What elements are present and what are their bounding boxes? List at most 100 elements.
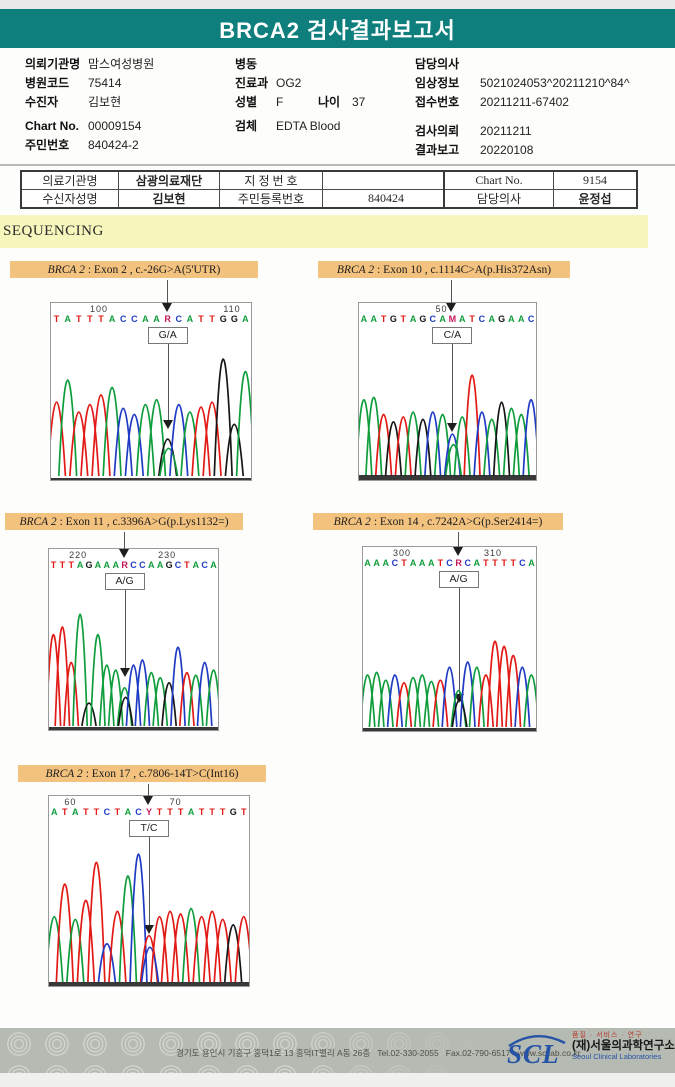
base-letter: C (446, 558, 453, 568)
base-letter: A (409, 558, 417, 568)
field-label: 수진자 (25, 95, 59, 109)
field-row: 결과보고 20220108 (415, 143, 533, 158)
chromatogram-panel-exon14: BRCA 2: Exon 14 , c.7242A>G(p.Ser2414=) … (313, 513, 613, 753)
base-letter: R (164, 314, 171, 324)
field-value: 20220108 (480, 143, 534, 157)
base-letter: R (455, 558, 462, 568)
base-letter: A (360, 314, 368, 324)
base-letter: T (184, 560, 190, 570)
field-label: 병원코드 (25, 76, 70, 90)
base-letter: A (156, 560, 164, 570)
base-letter: A (418, 558, 426, 568)
base-letter: A (364, 558, 371, 568)
label-pointer-arrowhead (452, 547, 463, 556)
lab-tagline: 품질 · 서비스 · 연구 (572, 1032, 643, 1039)
variant-text: : Exon 10 , c.1114C>A(p.His372Asn) (377, 263, 552, 276)
base-letter: A (76, 560, 84, 570)
position-marker: 50 (435, 304, 448, 314)
label-pointer-arrowhead (143, 796, 153, 805)
genotype-call: A/G (438, 571, 479, 588)
base-letter: A (192, 560, 200, 570)
base-letter: T (167, 807, 173, 817)
base-letter: T (177, 807, 184, 817)
base-letter: T (483, 558, 489, 568)
label-pointer-arrowhead (161, 303, 172, 312)
base-letter: G (219, 314, 227, 324)
field-row: 검사의뢰 20211211 (415, 124, 532, 139)
trace-box: A A T G T A G C A M A T C A G A A C 50 C/A (358, 302, 537, 481)
field-value: 75414 (88, 76, 122, 90)
table-cell: 840424 (322, 189, 451, 209)
base-letter: T (156, 807, 163, 817)
table-cell: Chart No. (443, 170, 554, 190)
base-letter: C (119, 314, 127, 324)
field-value: 김보현 (88, 95, 122, 109)
base-letter: A (242, 314, 249, 324)
base-letter: C (527, 314, 535, 324)
scan-top-strip (0, 0, 675, 9)
field-label: 의뢰기관명 (25, 57, 81, 71)
variant-label: BRCA 2: Exon 10 , c.1114C>A(p.His372Asn) (318, 261, 570, 278)
base-letter: Y (145, 807, 152, 817)
base-letter: T (114, 807, 121, 817)
base-letter: C (478, 314, 486, 324)
field-label: 주민번호 (25, 138, 70, 152)
lab-name-english: Seoul Clinical Laboratories (572, 1052, 662, 1062)
base-letter: T (400, 314, 406, 324)
position-marker: 300 (392, 548, 411, 558)
base-letter: G (498, 314, 506, 324)
field-label: 검체 (235, 119, 258, 133)
field-value: F (276, 95, 284, 109)
table-cell: 9154 (553, 170, 638, 190)
base-letter: A (64, 314, 71, 324)
sequencing-section-bar: SEQUENCING (0, 215, 648, 248)
report-title: BRCA2 검사결과보고서 (219, 17, 456, 43)
position-marker: 110 (223, 304, 241, 314)
label-pointer-line (457, 532, 459, 553)
chromatogram-panel-exon10: BRCA 2: Exon 10 , c.1114C>A(p.His372Asn)… (318, 261, 618, 501)
base-letter: A (51, 807, 58, 817)
field-row: 의뢰기관명 맘스여성병원 (25, 57, 154, 72)
field-row: 담당의사 (415, 57, 480, 72)
field-label: 검사의뢰 (415, 124, 460, 138)
field-row: 수진자 김보현 (25, 95, 121, 110)
base-letter: C (391, 558, 399, 568)
table-cell: 의료기관명 (20, 170, 119, 190)
table-cell: 윤정섭 (553, 189, 638, 209)
base-letter: T (198, 314, 204, 324)
base-letter: M (448, 314, 457, 324)
table-cell (322, 170, 451, 190)
base-letter: G (419, 314, 427, 324)
variant-text: : Exon 11 , c.3396A>G(p.Lys1132=) (59, 515, 229, 528)
variant-text: : Exon 2 , c.-26G>A(5'UTR) (87, 263, 221, 276)
base-letter: G (229, 807, 237, 817)
base-letter: C (429, 314, 436, 324)
field-label: 나이 (318, 95, 341, 109)
base-letter: A (124, 807, 132, 817)
variant-pointer-arrowhead (162, 419, 173, 429)
field-label: 임상정보 (415, 76, 460, 90)
field-value: 20211211 (480, 124, 532, 138)
base-letter: A (142, 314, 149, 324)
chromatogram-trace (49, 613, 218, 730)
base-letter: T (83, 807, 89, 817)
gene-name: BRCA 2 (45, 767, 83, 780)
field-row: 임상정보 5021024053^20211210^84^ (415, 76, 629, 91)
gene-name: BRCA 2 (47, 263, 85, 276)
variant-pointer-line (458, 588, 460, 695)
field-value: EDTA Blood (276, 119, 341, 133)
base-letter: A (373, 558, 380, 568)
base-letter: T (198, 807, 205, 817)
report-header: BRCA2 검사결과보고서 (0, 9, 675, 48)
base-letter: T (76, 314, 82, 324)
base-letter: A (428, 558, 435, 568)
base-letter: A (517, 314, 525, 324)
base-letter: A (103, 560, 111, 570)
field-value: 20211211-67402 (480, 95, 569, 109)
variant-pointer-arrowhead (453, 694, 464, 704)
gene-name: BRCA 2 (333, 515, 371, 528)
variant-text: : Exon 17 , c.7806-14T>C(Int16) (85, 767, 239, 780)
decorative-wave-pattern (0, 1028, 520, 1073)
